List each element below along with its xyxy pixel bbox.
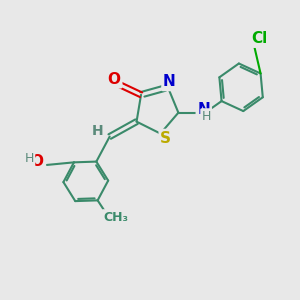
Text: H: H (91, 124, 103, 138)
Text: H: H (24, 152, 34, 166)
Text: H: H (202, 110, 211, 123)
Text: N: N (163, 74, 176, 89)
Text: N: N (197, 102, 210, 117)
Text: O: O (30, 154, 43, 169)
Text: CH₃: CH₃ (103, 211, 128, 224)
Text: S: S (160, 130, 171, 146)
Text: Cl: Cl (251, 31, 267, 46)
Text: O: O (108, 72, 121, 87)
